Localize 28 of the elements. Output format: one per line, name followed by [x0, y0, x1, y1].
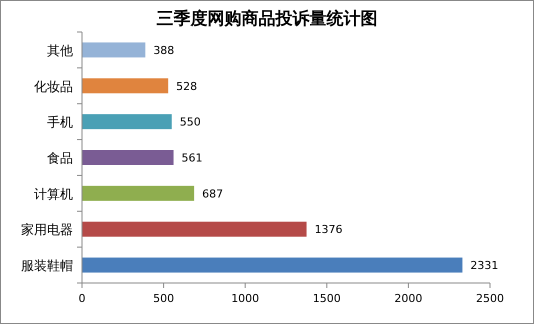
y-tick-label: 服装鞋帽 — [21, 259, 73, 274]
x-tick-label: 1000 — [231, 292, 260, 305]
y-tick-label: 食品 — [47, 152, 73, 166]
data-label: 561 — [182, 152, 203, 164]
y-tick-label: 手机 — [47, 116, 73, 131]
data-label: 2331 — [470, 259, 498, 272]
y-tick-label: 化妆品 — [34, 80, 73, 95]
x-tick-label: 1500 — [312, 292, 341, 305]
data-label: 1376 — [314, 223, 343, 236]
data-label: 550 — [180, 116, 201, 129]
bar — [82, 186, 194, 201]
x-tick-label: 500 — [153, 292, 174, 305]
y-tick-label: 计算机 — [34, 187, 73, 202]
data-label: 388 — [153, 44, 174, 57]
bar — [82, 78, 168, 94]
y-tick-label: 其他 — [47, 44, 73, 59]
data-label: 687 — [202, 187, 224, 200]
bar — [82, 42, 146, 58]
bar — [82, 114, 172, 130]
x-tick-label: 2000 — [394, 292, 422, 305]
x-tick-label: 0 — [78, 292, 86, 305]
bar — [82, 258, 462, 273]
bar — [82, 222, 307, 237]
data-label: 528 — [176, 80, 198, 93]
y-tick-label: 家用电器 — [21, 222, 73, 238]
x-tick-label: 2500 — [476, 292, 504, 305]
chart-title: 三季度网购商品投诉量统计图 — [156, 9, 378, 29]
bar — [82, 150, 174, 165]
